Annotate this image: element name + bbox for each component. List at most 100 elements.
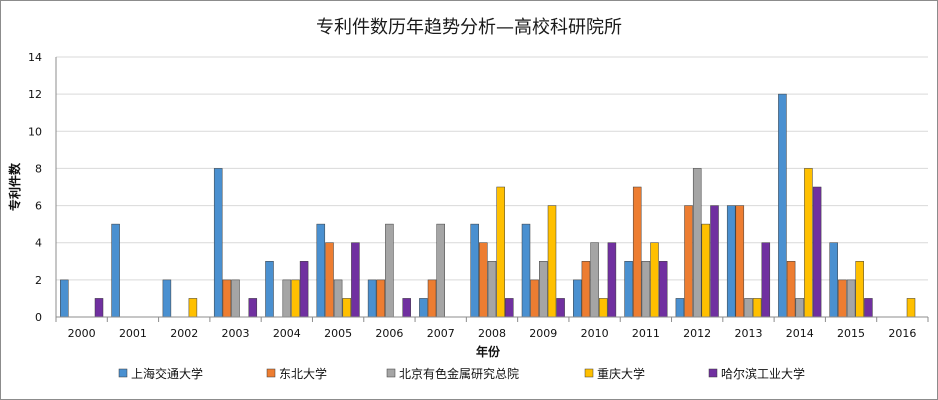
bar bbox=[496, 186, 505, 318]
x-tick-label: 2002 bbox=[170, 327, 198, 340]
bar bbox=[222, 279, 232, 318]
x-tick-label: 2016 bbox=[888, 327, 916, 340]
x-tick-label: 2003 bbox=[222, 327, 250, 340]
bar bbox=[804, 168, 813, 318]
grid-layer bbox=[56, 56, 928, 318]
x-tick-label: 2013 bbox=[734, 327, 762, 340]
bar bbox=[761, 242, 771, 318]
bar bbox=[556, 298, 565, 318]
x-axis-title: 年份 bbox=[476, 344, 501, 359]
bar bbox=[581, 261, 591, 318]
bar bbox=[470, 223, 479, 318]
y-tick-label: 4 bbox=[35, 237, 42, 250]
bar bbox=[692, 168, 702, 318]
x-tick-label: 2005 bbox=[324, 327, 352, 340]
bar bbox=[744, 298, 753, 318]
bar bbox=[607, 242, 617, 318]
bar bbox=[838, 279, 847, 318]
bar bbox=[479, 242, 488, 318]
legend-label: 东北大学 bbox=[279, 366, 327, 381]
y-tick-label: 12 bbox=[28, 88, 42, 101]
legend-swatch bbox=[708, 368, 718, 378]
bar bbox=[282, 279, 292, 318]
bar bbox=[632, 186, 642, 318]
bar bbox=[487, 261, 497, 318]
bar bbox=[590, 242, 599, 318]
bar bbox=[188, 298, 198, 318]
y-tick-label: 0 bbox=[35, 311, 42, 324]
x-tick-label: 2015 bbox=[837, 327, 865, 340]
bar bbox=[402, 298, 411, 318]
legend-label: 北京有色金属研究总院 bbox=[399, 366, 519, 381]
bar bbox=[162, 279, 172, 318]
bar bbox=[427, 279, 437, 318]
x-tick-label: 2006 bbox=[375, 327, 403, 340]
legend-swatch bbox=[266, 368, 276, 378]
x-tick-label: 2007 bbox=[427, 327, 455, 340]
x-tick-label: 2001 bbox=[119, 327, 147, 340]
bar bbox=[299, 261, 309, 318]
bar bbox=[658, 261, 668, 318]
bar bbox=[436, 223, 445, 318]
bar bbox=[778, 93, 787, 318]
x-tick-label: 2014 bbox=[786, 327, 814, 340]
legend-swatch bbox=[584, 368, 594, 378]
bar bbox=[650, 242, 659, 318]
bar bbox=[316, 223, 326, 318]
bar bbox=[598, 298, 608, 318]
bar bbox=[530, 279, 539, 318]
x-tick-label: 2004 bbox=[273, 327, 301, 340]
bar bbox=[812, 186, 822, 318]
bar bbox=[94, 298, 104, 318]
bar bbox=[213, 168, 223, 318]
bar bbox=[864, 298, 873, 318]
bar bbox=[846, 279, 856, 318]
bar bbox=[539, 261, 548, 318]
bar bbox=[726, 205, 736, 318]
bar bbox=[60, 279, 69, 318]
bar bbox=[795, 298, 805, 318]
y-tick-label: 2 bbox=[35, 274, 42, 287]
bar bbox=[291, 279, 300, 318]
bar bbox=[265, 261, 274, 318]
bar bbox=[351, 242, 360, 318]
bar bbox=[684, 205, 693, 318]
legend-label: 上海交通大学 bbox=[131, 366, 203, 381]
y-axis-title: 专利件数 bbox=[7, 162, 22, 211]
bar bbox=[855, 261, 864, 318]
x-tick-label: 2011 bbox=[632, 327, 660, 340]
legend-swatch bbox=[386, 368, 396, 378]
legend-swatch bbox=[118, 368, 128, 378]
bar bbox=[333, 279, 343, 318]
y-tick-label: 10 bbox=[28, 125, 42, 138]
bar bbox=[752, 298, 762, 318]
bar bbox=[505, 298, 514, 318]
bar bbox=[735, 205, 745, 318]
x-tick-label: 2008 bbox=[478, 327, 506, 340]
y-tick-label: 14 bbox=[28, 51, 42, 64]
legend-label: 重庆大学 bbox=[597, 366, 645, 381]
bar bbox=[624, 261, 633, 318]
axis-layer: 0 2 4 6 8 10 12 14 2000 2001 2002 2003 2004 2005 2006 2… bbox=[28, 51, 929, 340]
bar bbox=[641, 261, 651, 318]
bar bbox=[111, 223, 120, 318]
bar bbox=[829, 242, 838, 318]
x-tick-label: 2009 bbox=[529, 327, 557, 340]
bar bbox=[419, 298, 428, 318]
bar bbox=[376, 279, 386, 318]
bar bbox=[675, 298, 685, 318]
bar bbox=[385, 223, 394, 318]
bar bbox=[786, 261, 796, 318]
bar bbox=[248, 298, 258, 318]
y-tick-label: 8 bbox=[35, 162, 42, 175]
bar bbox=[906, 298, 916, 318]
chart-title: 专利件数历年趋势分析—高校科研院所 bbox=[316, 17, 622, 38]
y-tick-label: 6 bbox=[35, 200, 42, 213]
x-tick-label: 2000 bbox=[68, 327, 96, 340]
legend-label: 哈尔滨工业大学 bbox=[721, 366, 805, 381]
bar bbox=[547, 205, 557, 318]
x-tick-label: 2012 bbox=[683, 327, 711, 340]
bar bbox=[710, 205, 719, 318]
